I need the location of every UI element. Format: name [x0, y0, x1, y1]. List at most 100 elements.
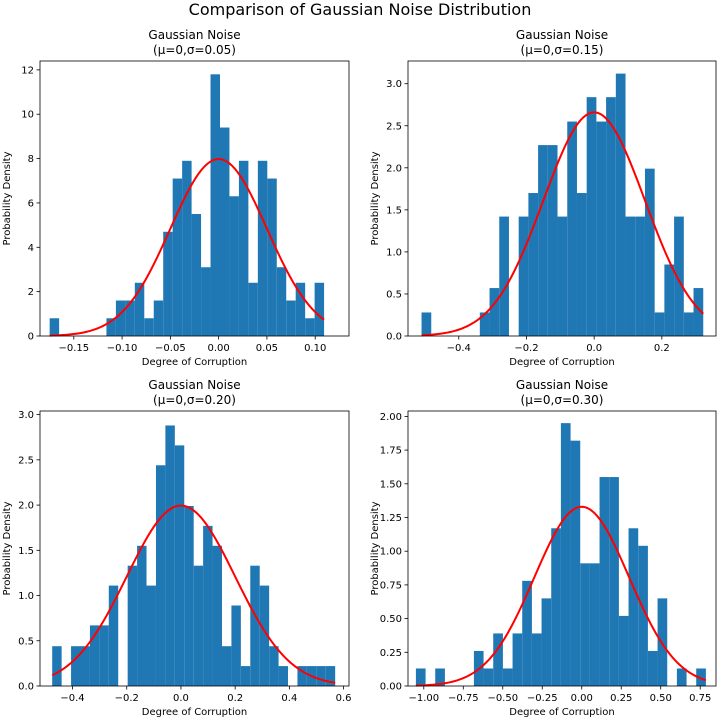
histogram-bar: [654, 312, 665, 336]
histogram-bar: [278, 666, 289, 686]
histogram-bar: [541, 598, 552, 686]
histogram-bar: [538, 145, 548, 336]
subplot-grid: −0.15 −0.10 −0.05 0.00 0.05 0.10 0 2 4 6 8 10 12 Degr…: [2, 28, 717, 718]
y-tick-label: 8: [28, 154, 34, 165]
y-tick-label: 2: [28, 287, 34, 298]
x-tick-label: 0.00: [571, 693, 593, 704]
histogram-bar: [528, 193, 539, 336]
histogram-bar: [165, 425, 175, 686]
axes-frame: [407, 410, 717, 687]
histogram-bar: [635, 216, 645, 336]
y-tick-label: 0.75: [380, 580, 402, 591]
histogram-bar: [512, 633, 523, 686]
histogram-bar: [219, 127, 230, 336]
histogram-bar: [191, 214, 202, 336]
histogram-bar: [638, 545, 648, 686]
x-tick-label: −0.75: [448, 693, 479, 704]
histogram-bar: [618, 615, 629, 686]
histogram-bar: [625, 216, 636, 336]
histogram-bar: [609, 477, 619, 686]
histogram-bar: [696, 668, 706, 686]
histogram-bar: [201, 267, 211, 336]
y-tick-label: 0.0: [18, 682, 34, 693]
histogram-bar: [174, 445, 185, 687]
y-tick-label: 1.5: [18, 546, 34, 557]
histogram-bar: [210, 74, 220, 336]
histogram-bar: [80, 646, 90, 686]
histogram-bar: [531, 633, 542, 686]
histogram-bar: [267, 178, 277, 336]
y-axis-label: Probability Density: [2, 151, 13, 245]
axes-frame: [39, 60, 350, 337]
subplot-title-line: Gaussian Noise: [148, 378, 240, 392]
y-tick-label: 1.0: [386, 247, 402, 258]
density-curve: [421, 111, 704, 337]
x-axis-label: Degree of Corruption: [142, 707, 247, 718]
histogram-bar: [628, 528, 639, 686]
histogram-bar: [155, 465, 166, 686]
histogram-bar: [99, 625, 109, 686]
histogram-bar: [435, 668, 445, 686]
histogram-bar: [163, 231, 173, 336]
subplot-title-line: (μ=0,σ=0.15): [521, 43, 604, 57]
histogram-bar: [250, 565, 260, 686]
x-tick-label: 0.00: [208, 343, 230, 354]
histogram-bar: [551, 528, 561, 686]
x-tick-label: 0.75: [689, 693, 711, 704]
figure-title: Comparison of Gaussian Noise Distributio…: [189, 0, 532, 19]
y-tick-label: 0.50: [380, 614, 402, 625]
y-tick-label: 0: [28, 332, 34, 343]
histogram-bar: [259, 585, 270, 686]
histogram-bar: [599, 477, 610, 686]
histogram-bar: [257, 160, 268, 336]
histogram-bar: [106, 318, 116, 336]
histogram-bar: [580, 563, 590, 686]
histogram-bar: [144, 318, 154, 336]
histogram-bar: [557, 216, 568, 336]
histogram-bar: [212, 545, 222, 686]
x-tick-label: −0.2: [115, 693, 139, 704]
histogram-bar: [676, 668, 687, 686]
histogram-bar: [560, 423, 571, 686]
subplot-1: −0.15 −0.10 −0.05 0.00 0.05 0.10 0 2 4 6 8 10 12 Degr…: [2, 28, 350, 368]
x-tick-label: −0.4: [447, 343, 471, 354]
histogram-bar: [325, 666, 336, 686]
density-curve: [415, 505, 707, 687]
histogram-bar: [231, 605, 241, 686]
x-tick-label: 0.2: [227, 693, 243, 704]
histogram-bar: [286, 300, 296, 336]
subplot-3: −0.4 −0.2 0.0 0.2 0.4 0.6 0.0 0.5 1.0 1.5 2.0 2.5 3.…: [2, 378, 352, 718]
y-tick-label: 0.0: [386, 332, 402, 343]
histogram-bar: [229, 196, 239, 336]
histogram-bar: [71, 646, 81, 686]
histogram-bar: [316, 666, 326, 686]
histogram-bar: [221, 646, 232, 686]
x-tick-label: 0.05: [256, 343, 278, 354]
histogram-bar: [248, 282, 258, 336]
histogram-bar: [421, 312, 432, 336]
x-tick-label: 0.0: [586, 343, 602, 354]
histogram-bar: [125, 300, 135, 336]
histogram-bar: [644, 168, 655, 336]
x-axis-label: Degree of Corruption: [509, 707, 614, 718]
histogram-bar: [153, 300, 164, 336]
histogram-bar: [647, 650, 658, 686]
histogram-bar: [127, 565, 138, 686]
x-tick-label: −0.4: [60, 693, 84, 704]
histogram-bar: [596, 121, 607, 336]
histogram-bar: [479, 312, 490, 336]
histogram-bar: [586, 97, 597, 336]
histogram-bar: [203, 525, 213, 686]
subplot-title-line: (μ=0,σ=0.20): [153, 393, 236, 407]
histogram-bar: [305, 318, 315, 336]
y-tick-label: 2.5: [386, 121, 402, 132]
subplot-title-line: (μ=0,σ=0.05): [153, 43, 236, 57]
histogram-bar: [499, 216, 509, 336]
y-tick-label: 1.50: [380, 479, 402, 490]
histogram-bar: [134, 282, 145, 336]
histogram-bar: [606, 97, 616, 336]
subplot-title-line: (μ=0,σ=0.30): [521, 393, 604, 407]
x-tick-label: 0.10: [304, 343, 326, 354]
axes-frame: [39, 410, 350, 687]
